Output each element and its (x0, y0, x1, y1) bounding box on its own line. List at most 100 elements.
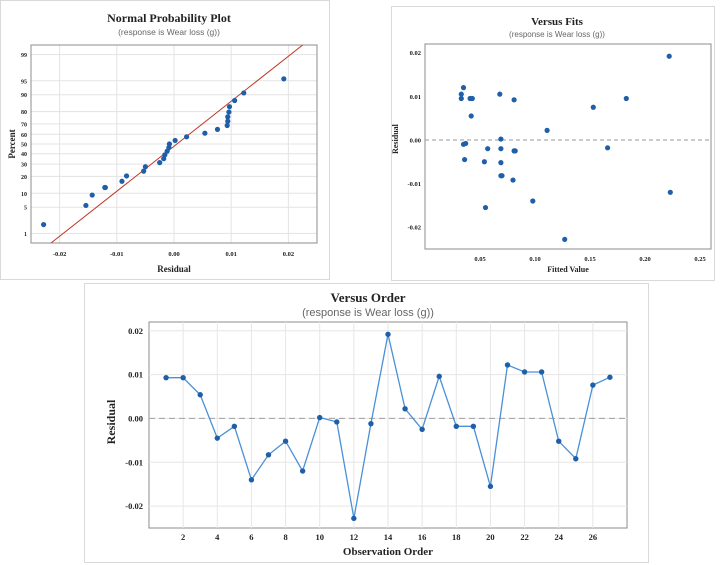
data-point (607, 374, 613, 380)
x-tick-label: 12 (350, 532, 359, 542)
data-point (202, 130, 208, 136)
x-tick-label: 0.25 (694, 256, 706, 263)
data-point (469, 95, 475, 102)
data-point (512, 148, 518, 154)
data-point (556, 438, 562, 444)
data-point (231, 423, 238, 430)
data-point (119, 178, 125, 184)
data-point (482, 204, 489, 211)
y-tick-label: -0.01 (407, 181, 421, 188)
data-point (351, 515, 357, 522)
data-point (510, 177, 516, 183)
data-point (183, 134, 190, 140)
data-point (462, 156, 468, 163)
y-tick-label: 90 (21, 93, 27, 99)
data-point (485, 146, 491, 152)
y-axis-label: Percent (7, 129, 17, 158)
versus-order-panel: Versus Order (response is Wear loss (g))… (84, 283, 649, 563)
data-point (667, 189, 673, 195)
data-point (530, 198, 536, 204)
y-tick-label: 99 (21, 53, 27, 59)
y-tick-label: -0.02 (407, 225, 421, 232)
data-point (226, 109, 232, 115)
y-tick-label: 0.01 (128, 370, 143, 380)
data-point (123, 173, 130, 179)
y-axis-label: Residual (104, 399, 118, 444)
chart-subtitle: (response is Wear loss (g)) (118, 27, 220, 37)
x-tick-label: 14 (384, 532, 393, 542)
data-point (225, 118, 231, 124)
data-point (172, 137, 178, 144)
data-point (102, 184, 108, 191)
data-point (281, 76, 287, 82)
x-tick-label: 6 (249, 532, 253, 542)
y-tick-label: 1 (24, 232, 27, 238)
x-tick-label: 0.01 (226, 251, 237, 258)
data-point (197, 392, 203, 398)
y-tick-label: 60 (21, 133, 27, 139)
data-point (538, 369, 545, 375)
y-tick-label: 0.00 (128, 413, 143, 423)
x-tick-label: -0.01 (110, 251, 124, 258)
y-tick-label: 20 (21, 175, 27, 181)
data-point (214, 126, 221, 132)
x-tick-label: 0.02 (283, 251, 294, 258)
data-point (590, 104, 596, 110)
data-point (83, 202, 89, 209)
data-point (453, 423, 459, 430)
data-point (180, 374, 186, 381)
data-point (487, 483, 494, 490)
data-point (89, 192, 95, 198)
chart-subtitle: (response is Wear loss (g)) (302, 307, 434, 319)
data-point (521, 369, 528, 375)
chart-subtitle: (response is Wear loss (g)) (509, 30, 605, 39)
x-tick-label: 20 (486, 532, 495, 542)
x-axis-label: Residual (157, 264, 191, 274)
data-point (436, 373, 442, 380)
plot-area (424, 43, 712, 250)
data-point (468, 113, 474, 119)
y-tick-label: 0.00 (410, 137, 421, 144)
chart-title: Normal Probability Plot (107, 11, 231, 25)
x-tick-label: 0.00 (168, 251, 179, 258)
data-point (605, 145, 611, 151)
x-tick-label: 2 (181, 532, 185, 542)
data-point (141, 168, 147, 174)
data-point (157, 160, 163, 166)
x-tick-label: 26 (589, 532, 598, 542)
chart-title: Versus Order (331, 290, 406, 305)
data-point (225, 114, 231, 120)
fit-line (50, 45, 304, 243)
data-point (226, 104, 233, 110)
versus-fits-panel: Versus Fits (response is Wear loss (g)) … (391, 6, 715, 281)
data-point (463, 140, 469, 147)
x-tick-label: 10 (315, 532, 324, 542)
data-point (498, 160, 504, 166)
data-point (470, 423, 477, 430)
normal-probability-plot: Normal Probability Plot (response is Wea… (7, 11, 318, 274)
data-point (241, 90, 247, 96)
y-tick-label: -0.02 (125, 501, 143, 511)
data-point (511, 97, 517, 103)
x-tick-label: 18 (452, 532, 461, 542)
data-point (544, 127, 550, 133)
data-point (248, 477, 255, 483)
y-tick-label: 30 (21, 163, 27, 169)
data-point (498, 146, 504, 152)
data-point (666, 53, 672, 59)
x-tick-label: 22 (520, 532, 529, 542)
plot-area (30, 44, 318, 244)
y-axis-label: Residual (391, 123, 400, 154)
y-tick-label: 0.02 (410, 50, 421, 57)
data-point (142, 164, 148, 170)
data-point (498, 136, 504, 142)
y-tick-label: 10 (21, 192, 27, 198)
data-point (590, 382, 596, 388)
data-point (265, 452, 272, 458)
x-tick-label: 0.05 (474, 256, 486, 263)
data-point (282, 438, 289, 444)
y-tick-label: 5 (24, 206, 27, 212)
data-point (458, 95, 464, 102)
data-point (368, 420, 374, 427)
y-tick-label: -0.01 (125, 457, 143, 467)
